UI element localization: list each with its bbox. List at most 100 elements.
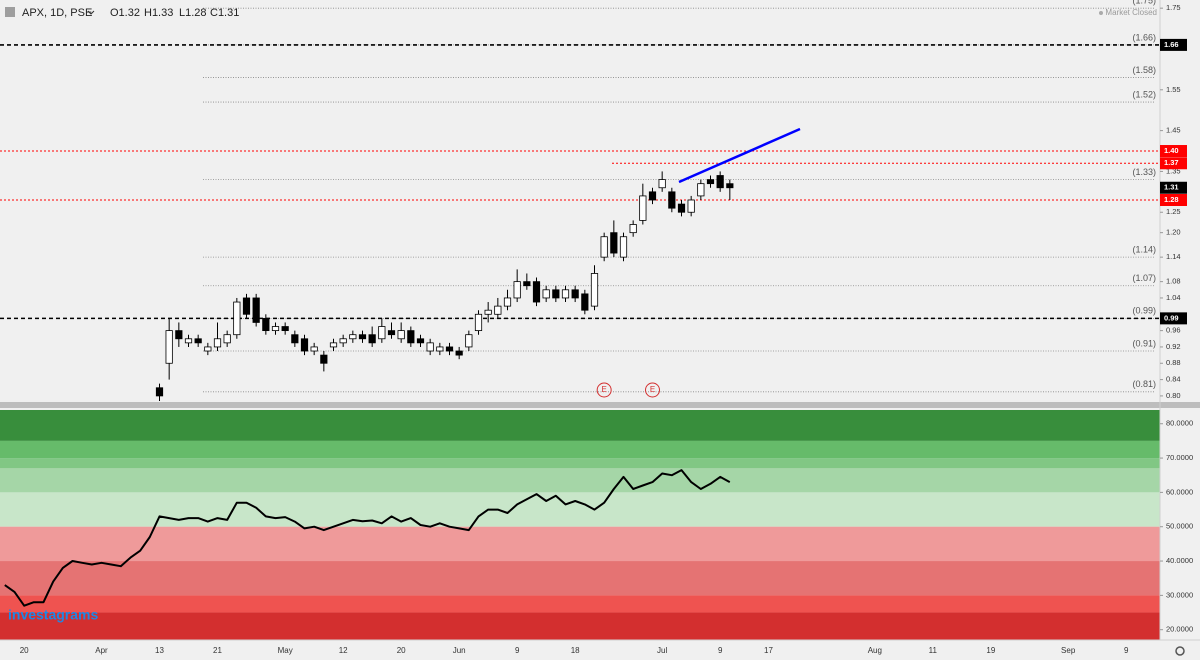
candle-body <box>378 326 386 340</box>
price-plot <box>0 7 1160 401</box>
candle-body <box>532 281 541 303</box>
y-tick-label: 40.0000 <box>1166 556 1193 565</box>
x-tick-label: Jun <box>453 646 466 655</box>
y-tick-label: 1.20 <box>1166 228 1181 237</box>
symbol[interactable]: APX, 1D, PSE <box>22 7 92 19</box>
x-tick-label: 9 <box>1124 646 1129 655</box>
level-label: (0.99) <box>1132 306 1156 316</box>
price-label: 1.37 <box>1164 158 1179 167</box>
price-label: 1.31 <box>1164 183 1179 192</box>
candle-body <box>697 183 705 197</box>
event-label: E <box>601 385 606 394</box>
level-label: (1.66) <box>1132 32 1156 42</box>
rsi-band <box>0 526 1160 562</box>
candle-body <box>677 203 686 213</box>
candle-body <box>223 334 231 344</box>
candle-body <box>474 313 483 332</box>
candle-body <box>503 297 512 307</box>
event-label: E <box>650 385 655 394</box>
price-label: 1.66 <box>1164 40 1179 49</box>
price-label-box <box>1160 157 1187 170</box>
level-label: (0.81) <box>1132 379 1156 389</box>
status-dot <box>1099 11 1103 15</box>
rsi-band <box>0 595 1160 613</box>
y-tick-label: 1.35 <box>1166 166 1181 175</box>
candle-body <box>252 297 260 323</box>
price-label-box <box>1160 145 1187 158</box>
candle-body <box>291 334 299 344</box>
candle-body <box>484 309 492 315</box>
rsi-band <box>0 612 1160 640</box>
x-tick-label: 9 <box>718 646 723 655</box>
ohlc-low: L1.28 <box>179 7 207 19</box>
y-tick-label: 1.04 <box>1166 293 1181 302</box>
candle-body <box>368 334 376 344</box>
y-tick-label: 1.45 <box>1166 126 1181 135</box>
candle-body <box>465 334 473 348</box>
y-tick-label: 30.0000 <box>1166 590 1193 599</box>
x-tick-label: May <box>278 646 293 655</box>
candle-body <box>213 338 222 348</box>
candle-body <box>455 350 463 356</box>
y-tick-label: 80.0000 <box>1166 419 1193 428</box>
candle-body <box>542 289 550 299</box>
level-label: (1.52) <box>1132 89 1156 99</box>
candle-body <box>513 281 521 299</box>
candle-body <box>706 179 715 185</box>
y-tick-label: 0.92 <box>1166 342 1181 351</box>
dropdown-arrow[interactable] <box>87 10 95 15</box>
x-tick-label: 17 <box>764 646 773 655</box>
candle-body <box>445 346 454 352</box>
candle-body <box>407 330 415 344</box>
candle-body <box>648 191 657 201</box>
level-label: (0.91) <box>1132 338 1156 348</box>
settings-icon[interactable] <box>1175 646 1185 656</box>
x-tick-label: 13 <box>155 646 164 655</box>
y-tick-label: 1.14 <box>1166 252 1181 261</box>
candle-body <box>581 293 589 311</box>
candle-body <box>329 342 338 348</box>
candle-body <box>590 273 599 307</box>
candle-body <box>436 346 444 352</box>
candle-body <box>339 338 347 344</box>
candle-body <box>233 301 241 336</box>
x-tick-label: Jul <box>657 646 667 655</box>
level-label: (1.58) <box>1132 65 1156 75</box>
x-tick-label: 19 <box>986 646 995 655</box>
price-label-box <box>1160 38 1187 51</box>
candle-body <box>262 317 270 332</box>
candle-body <box>175 330 183 340</box>
candle-body <box>687 199 695 213</box>
candle-body <box>387 330 396 336</box>
rsi-band <box>0 410 1160 441</box>
rsi-band <box>0 440 1160 459</box>
candle-body <box>600 236 608 258</box>
candle-body <box>397 330 405 340</box>
x-tick-label: 21 <box>213 646 222 655</box>
y-tick-label: 0.84 <box>1166 375 1181 384</box>
rsi-plot <box>0 410 1160 640</box>
candle-body <box>165 330 173 364</box>
price-label: 0.99 <box>1164 313 1179 322</box>
candle-body <box>416 338 425 344</box>
candle-body <box>184 338 193 344</box>
y-tick-label: 50.0000 <box>1166 522 1193 531</box>
y-tick-label: 0.88 <box>1166 358 1181 367</box>
candle-body <box>426 342 434 352</box>
candle-body <box>561 289 570 299</box>
y-tick-label: 70.0000 <box>1166 453 1193 462</box>
candle-body <box>716 175 724 189</box>
price-label-box <box>1160 194 1187 206</box>
ohlc-open: O1.32 <box>110 7 140 19</box>
event-marker <box>645 382 660 398</box>
symbol-icon <box>5 7 15 17</box>
candle-body <box>726 183 734 189</box>
candle-body <box>281 326 289 332</box>
x-tick-label: 20 <box>20 646 29 655</box>
x-tick-label: 18 <box>571 646 580 655</box>
price-label: 1.40 <box>1164 146 1179 155</box>
x-tick-label: Aug <box>868 646 882 655</box>
candle-body <box>658 179 666 189</box>
market-status: Market Closed <box>1105 8 1157 17</box>
